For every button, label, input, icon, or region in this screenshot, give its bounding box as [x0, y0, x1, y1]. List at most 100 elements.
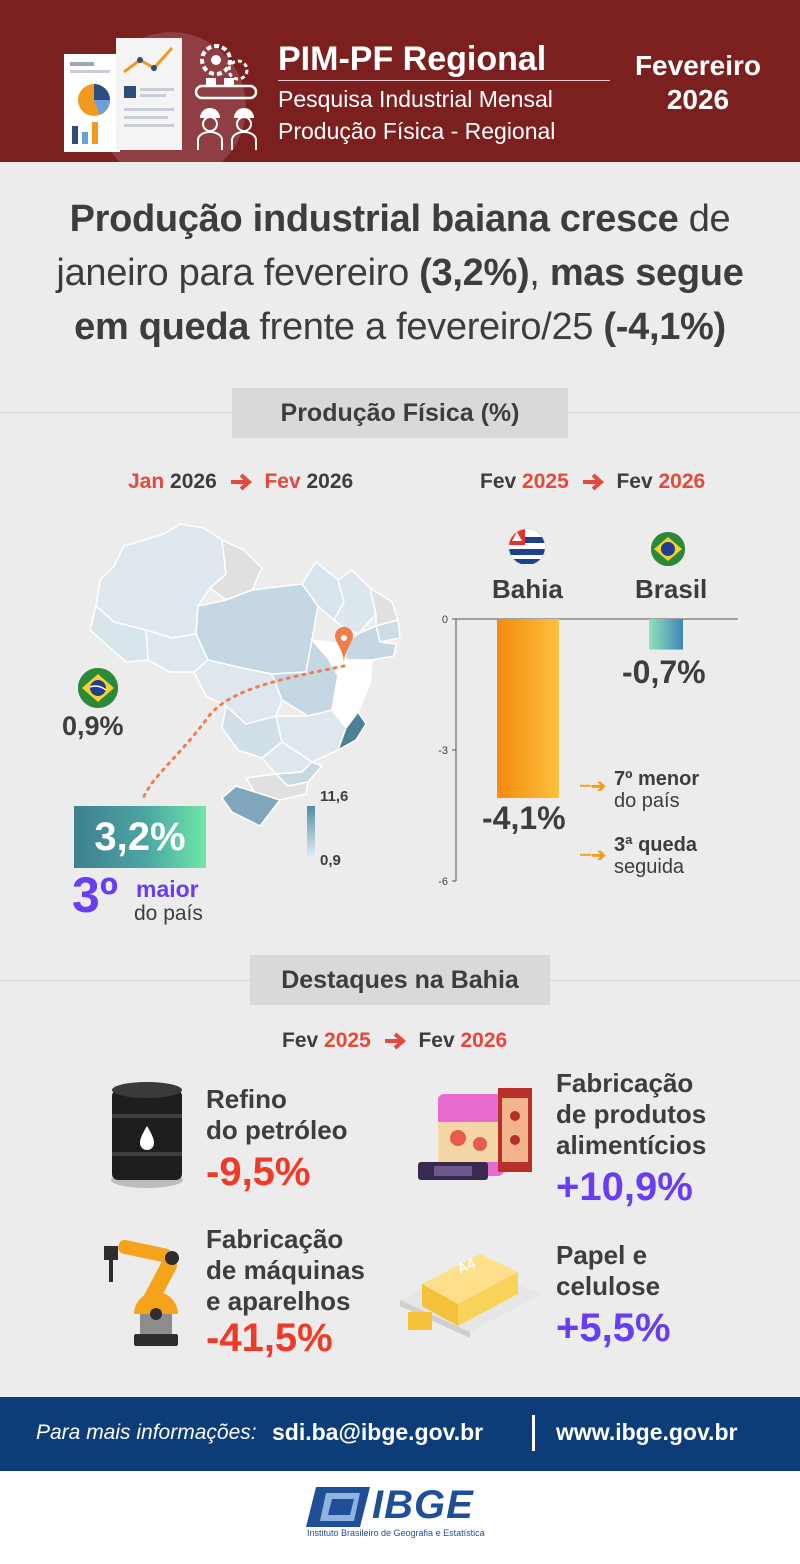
footer-website-link[interactable]: www.ibge.gov.br: [556, 1419, 738, 1445]
rank-number: 3º: [72, 867, 119, 923]
robotic-arm-icon: [104, 1239, 179, 1346]
dotted-arrow-icon: ┈➔: [580, 845, 606, 865]
highlight-refino-value: -9,5%: [206, 1150, 311, 1194]
period-to-month: Fev: [616, 470, 653, 493]
footer-separator: [532, 1415, 535, 1451]
annotation-rank-text: do país: [614, 790, 680, 812]
period-from-month: Fev: [282, 1029, 319, 1052]
period-to-year: 2026: [658, 470, 706, 493]
arrow-right-icon: [384, 1032, 406, 1050]
ibge-logo-subtitle: Instituto Brasileiro de Geografia e Esta…: [307, 1528, 485, 1538]
arrow-right-icon: [230, 473, 252, 491]
section-title-highlights: Destaques na Bahia: [250, 955, 550, 1005]
headline-part-4: ,: [529, 252, 550, 294]
annotation-rank-bold: 7º menor: [614, 768, 700, 790]
brasil-column-label: Brasil: [635, 574, 708, 604]
highlights-period-label: Fev 2025 Fev 2026: [282, 1029, 507, 1053]
bahia-column-label: Bahia: [492, 574, 563, 604]
annotation-rank: 7º menor do país: [614, 768, 699, 812]
bar-bahia: [497, 619, 559, 799]
svg-text:A4: A4: [455, 1255, 478, 1277]
highlight-alimentos-line1: Fabricação: [556, 1068, 694, 1098]
bahia-bar-value: -4,1%: [482, 800, 566, 836]
highlight-alimentos-label: Fabricação de produtos alimentícios: [556, 1068, 706, 1161]
brazil-flag-icon: [78, 668, 118, 708]
section-title-production: Produção Física (%): [232, 388, 568, 438]
period-from-year: 2026: [170, 470, 217, 493]
highlight-papel-label: Papel e celulose: [556, 1240, 660, 1302]
header-divider: [278, 80, 610, 81]
headline-part-2: de janeiro para fevereiro: [56, 198, 731, 294]
headline-part-3: (3,2%): [419, 252, 530, 294]
header-year: 2026: [666, 84, 730, 115]
y-tick-label: 0: [442, 614, 448, 626]
highlight-alimentos-value: +10,9%: [556, 1165, 693, 1209]
chart-bars: [497, 619, 683, 799]
food-products-icon: [418, 1088, 532, 1180]
period-to-year: 2026: [460, 1029, 508, 1052]
rank-word: maior: [136, 876, 199, 902]
headline-part-7: (-4,1%): [603, 306, 726, 348]
period-to-year: 2026: [306, 470, 354, 493]
period-from-year: 2025: [324, 1029, 371, 1052]
footer-email-link[interactable]: sdi.ba@ibge.gov.br: [272, 1419, 484, 1445]
brazil-flag-icon: [651, 532, 685, 566]
paper-ream-icon: A4: [400, 1254, 542, 1338]
highlight-papel-value: +5,5%: [556, 1306, 671, 1350]
highlight-refino-line1: Refino: [206, 1084, 287, 1114]
highlight-refino-line2: do petróleo: [206, 1115, 348, 1145]
brasil-monthly-value: 0,9%: [62, 711, 124, 741]
bar-chart: 0 -3 -6: [438, 614, 738, 888]
dotted-arrow-icon: ┈➔: [580, 776, 606, 796]
bar-brasil: [649, 619, 683, 650]
headline-part-6: frente a fevereiro/25: [249, 306, 604, 348]
annotation-decline-text: seguida: [614, 856, 685, 878]
rank-description: do país: [134, 902, 203, 925]
map-legend-min: 0,9: [320, 852, 341, 869]
period-from-year: 2025: [522, 470, 569, 493]
highlight-alimentos-line2: de produtos: [556, 1099, 707, 1129]
header-month: Fevereiro: [634, 50, 762, 81]
highlight-maquinas-line1: Fabricação: [206, 1224, 344, 1254]
industry-workers-icon: [194, 44, 258, 150]
right-period-label: Fev 2025 Fev 2026: [480, 470, 705, 494]
highlight-alimentos-line3: alimentícios: [556, 1130, 707, 1160]
period-to-month: Fev: [418, 1029, 455, 1052]
arrow-right-icon: [582, 473, 604, 491]
ibge-logo-text: IBGE: [372, 1483, 474, 1527]
highlight-papel-line1: Papel e: [556, 1240, 648, 1270]
y-tick-label: -3: [438, 745, 448, 757]
period-to-month: Fev: [264, 470, 301, 493]
headline-part-1: Produção industrial baiana cresce: [69, 198, 679, 240]
brasil-bar-value: -0,7%: [622, 654, 706, 690]
y-tick-label: -6: [438, 876, 448, 888]
highlight-maquinas-line2: de máquinas: [206, 1255, 365, 1285]
highlight-maquinas-label: Fabricação de máquinas e aparelhos: [206, 1224, 365, 1317]
header-subtitle-survey: Pesquisa Industrial Mensal: [278, 86, 553, 112]
footer-bar: Para mais informações: sdi.ba@ibge.gov.b…: [0, 1397, 800, 1471]
headline: Produção industrial baiana cresce de jan…: [30, 192, 770, 354]
logo-area: IBGE Instituto Brasileiro de Geografia e…: [0, 1471, 800, 1564]
map-legend-gradient: [307, 806, 315, 858]
left-period-label: Jan 2026 Fev 2026: [128, 470, 353, 494]
annotation-decline-bold: 3ª queda: [614, 834, 697, 856]
header-title: PIM-PF Regional: [278, 40, 547, 78]
highlight-papel-line2: celulose: [556, 1271, 661, 1301]
oil-barrel-icon: [111, 1082, 183, 1188]
highlight-maquinas-value: -41,5%: [206, 1316, 333, 1360]
header-subtitle-production: Produção Física - Regional: [278, 118, 556, 144]
bahia-flag-icon: [508, 528, 546, 566]
ibge-logo-icon: [306, 1487, 370, 1527]
period-from-month: Fev: [480, 470, 517, 493]
brazil-map: [89, 523, 401, 827]
annotation-decline: 3ª queda seguida: [614, 834, 697, 878]
header-banner: PIM-PF Regional Pesquisa Industrial Mens…: [0, 0, 800, 162]
footer-info-label: Para mais informações:: [36, 1421, 257, 1444]
period-from-month: Jan: [128, 470, 165, 493]
bahia-monthly-value: 3,2%: [74, 806, 206, 868]
headline-part-5: mas segue em queda: [74, 252, 744, 348]
map-legend-max: 11,6: [320, 788, 349, 805]
report-charts-icon: [64, 38, 182, 152]
highlight-refino-label: Refino do petróleo: [206, 1084, 348, 1146]
highlight-maquinas-line3: e aparelhos: [206, 1286, 351, 1316]
